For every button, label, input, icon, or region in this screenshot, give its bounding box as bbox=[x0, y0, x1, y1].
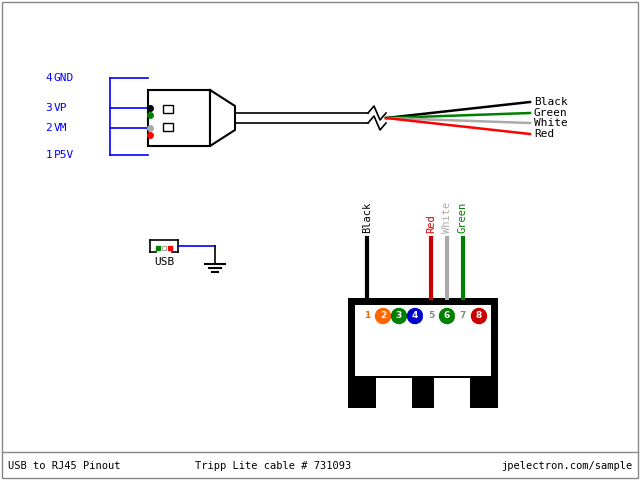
Text: GND: GND bbox=[54, 73, 74, 83]
Text: Red: Red bbox=[426, 214, 436, 233]
Circle shape bbox=[440, 309, 454, 324]
Text: USB: USB bbox=[154, 257, 174, 267]
Text: 6: 6 bbox=[444, 312, 450, 321]
Text: 7: 7 bbox=[460, 312, 466, 321]
Circle shape bbox=[408, 309, 422, 324]
Text: VP: VP bbox=[54, 103, 67, 113]
Bar bbox=[163, 123, 173, 131]
Text: 5: 5 bbox=[428, 312, 434, 321]
Circle shape bbox=[472, 309, 486, 324]
Text: VM: VM bbox=[54, 123, 67, 133]
Bar bbox=[348, 298, 498, 408]
Bar bbox=[148, 90, 210, 146]
Text: USB to RJ45 Pinout: USB to RJ45 Pinout bbox=[8, 461, 120, 471]
Text: Green: Green bbox=[534, 108, 568, 118]
Text: 3: 3 bbox=[45, 103, 52, 113]
Text: 3: 3 bbox=[396, 312, 402, 321]
Circle shape bbox=[376, 309, 390, 324]
Bar bbox=[163, 105, 173, 113]
Bar bbox=[376, 378, 412, 408]
Text: 2: 2 bbox=[45, 123, 52, 133]
Text: 8: 8 bbox=[476, 312, 482, 321]
Text: 4: 4 bbox=[412, 312, 418, 321]
Text: 1: 1 bbox=[364, 312, 370, 321]
Text: P5V: P5V bbox=[54, 150, 74, 160]
Circle shape bbox=[456, 309, 470, 324]
Text: 4: 4 bbox=[45, 73, 52, 83]
Text: White: White bbox=[442, 202, 452, 233]
Circle shape bbox=[424, 309, 438, 324]
Text: Red: Red bbox=[534, 129, 554, 139]
Text: White: White bbox=[534, 118, 568, 128]
Text: Black: Black bbox=[362, 202, 372, 233]
Text: 1: 1 bbox=[45, 150, 52, 160]
Text: 2: 2 bbox=[380, 312, 386, 321]
Text: Black: Black bbox=[534, 97, 568, 107]
Text: Green: Green bbox=[458, 202, 468, 233]
Text: Tripp Lite cable # 731093: Tripp Lite cable # 731093 bbox=[195, 461, 351, 471]
Circle shape bbox=[392, 309, 406, 324]
Circle shape bbox=[360, 309, 374, 324]
Bar bbox=[434, 378, 470, 408]
Polygon shape bbox=[210, 90, 235, 146]
Bar bbox=[355, 305, 491, 376]
Text: jpelectron.com/sample: jpelectron.com/sample bbox=[500, 461, 632, 471]
